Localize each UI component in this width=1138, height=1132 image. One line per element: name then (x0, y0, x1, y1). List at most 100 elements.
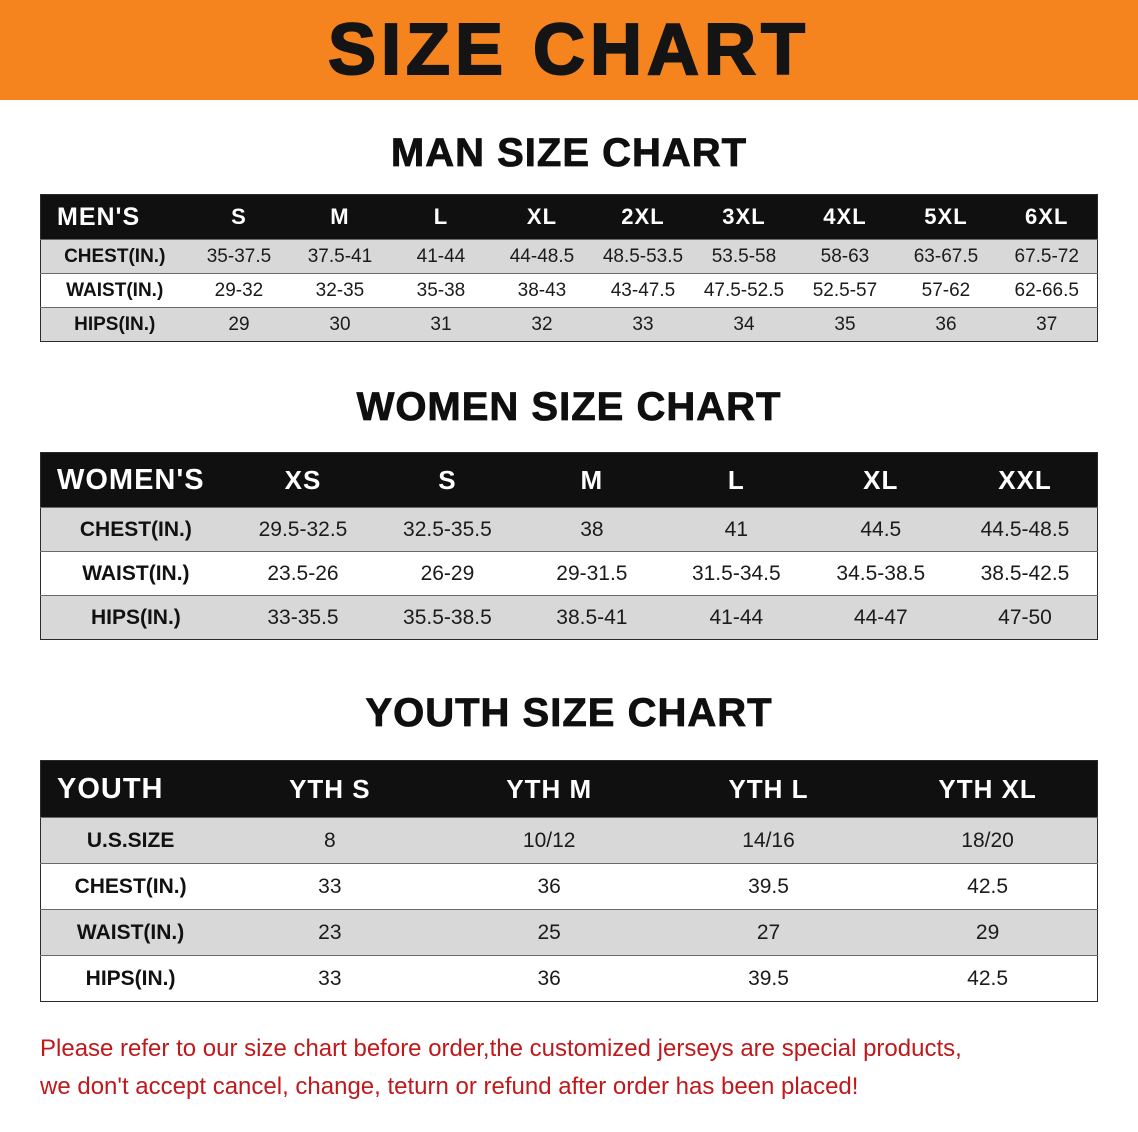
measurement-label: CHEST(IN.) (74, 874, 187, 898)
size-value: 57-62 (921, 279, 971, 301)
size-value: 18/20 (961, 828, 1014, 852)
size-value: 35-38 (416, 279, 466, 301)
size-value: 44-47 (853, 605, 908, 629)
size-value: 29 (975, 920, 1000, 944)
table-header-row: MEN'S S M L XL 2XL 3XL 4XL 5XL 6XL (40, 194, 1098, 240)
measurement-label: CHEST(IN.) (79, 517, 192, 541)
size-value: 32-35 (315, 279, 365, 301)
size-value: 23 (318, 920, 342, 944)
size-value: 38-43 (517, 279, 567, 301)
table-row: HIPS(IN.) 33-35.5 35.5-38.5 38.5-41 41-44 44-… (40, 595, 1098, 640)
size-value: 44.5 (860, 517, 902, 541)
size-value: 36 (935, 313, 957, 335)
size-value: 48.5-53.5 (602, 245, 684, 267)
size-value: 52.5-57 (812, 279, 878, 301)
size-value: 39.5 (748, 874, 789, 898)
size-value: 63-67.5 (913, 245, 979, 267)
size-value: 38 (580, 517, 604, 541)
size-value: 47-50 (998, 605, 1052, 629)
measurement-label: HIPS(IN.) (90, 605, 181, 629)
size-value: 35.5-38.5 (403, 605, 492, 629)
women-section-heading: WOMEN SIZE CHART (356, 385, 782, 430)
disclaimer-line-2: we don't accept cancel, change, teturn o… (40, 1073, 859, 1101)
size-value: 42.5 (967, 874, 1009, 898)
table-row: CHEST(IN.) 33 36 39.5 42.5 (40, 863, 1098, 910)
size-value: 39.5 (748, 966, 789, 990)
size-column-header: M (330, 204, 350, 229)
size-column-header: YTH S (289, 773, 371, 804)
size-value: 33-35.5 (267, 605, 339, 629)
size-column-header: L (727, 464, 745, 495)
size-value: 29.5-32.5 (258, 517, 348, 541)
banner-title: SIZE CHART (327, 10, 810, 90)
size-column-header: 5XL (924, 204, 968, 229)
measurement-label: WAIST(IN.) (76, 920, 185, 944)
size-column-header: XXL (998, 464, 1052, 495)
size-value: 10/12 (522, 828, 576, 852)
size-value: 23.5-26 (267, 561, 339, 585)
table-row: CHEST(IN.) 29.5-32.5 32.5-35.5 38 41 44.5 44.5… (40, 507, 1098, 552)
size-value: 34 (733, 313, 755, 335)
size-value: 25 (537, 920, 561, 944)
size-value: 44.5-48.5 (980, 517, 1070, 541)
size-value: 14/16 (742, 828, 795, 852)
size-value: 32 (531, 313, 553, 335)
size-value: 38.5-41 (556, 605, 628, 629)
size-column-header: 4XL (823, 204, 867, 229)
table-title-cell: YOUTH (57, 772, 164, 805)
table-row: WAIST(IN.) 23 25 27 29 (40, 909, 1098, 956)
size-value: 41-44 (709, 605, 764, 629)
women-size-section: WOMEN SIZE CHART WOMEN'S XS S M L XL XXL CHEST(… (0, 384, 1138, 640)
table-header-row: WOMEN'S XS S M L XL XXL (40, 452, 1098, 508)
table-row: U.S.SIZE 8 10/12 14/16 18/20 (40, 817, 1098, 864)
measurement-label: HIPS(IN.) (85, 966, 176, 990)
size-column-header: S (438, 464, 457, 495)
size-value: 33 (318, 874, 342, 898)
men-size-table: MEN'S S M L XL 2XL 3XL 4XL 5XL 6XL CHEST(IN.) 35-37… (40, 194, 1098, 342)
measurement-label: WAIST(IN.) (82, 561, 190, 585)
size-column-header: XL (526, 204, 558, 229)
size-value: 36 (537, 966, 561, 990)
size-value: 62-66.5 (1014, 279, 1079, 301)
size-value: 27 (756, 920, 781, 944)
men-size-section: MAN SIZE CHART MEN'S S M L XL 2XL 3XL 4XL 5XL 6XL… (0, 130, 1138, 342)
size-value: 32.5-35.5 (403, 517, 492, 541)
table-title-cell: WOMEN'S (57, 463, 205, 496)
size-column-header: XL (863, 464, 899, 495)
size-value: 29-32 (214, 279, 264, 301)
measurement-label: CHEST(IN.) (64, 245, 166, 267)
size-value: 31.5-34.5 (691, 561, 781, 585)
size-value: 30 (329, 313, 351, 335)
youth-section-heading: YOUTH SIZE CHART (365, 691, 773, 736)
size-value: 29-31.5 (556, 561, 628, 585)
men-section-heading: MAN SIZE CHART (390, 131, 748, 176)
size-value: 29 (228, 313, 250, 335)
table-row: HIPS(IN.) 33 36 39.5 42.5 (40, 955, 1098, 1002)
size-column-header: 3XL (722, 204, 766, 229)
size-value: 38.5-42.5 (980, 561, 1070, 585)
banner: SIZE CHART (0, 0, 1138, 100)
size-value: 42.5 (967, 966, 1009, 990)
size-column-header: YTH L (728, 773, 809, 804)
measurement-label: WAIST(IN.) (66, 279, 164, 301)
size-value: 35 (834, 313, 856, 335)
table-header-row: YOUTH YTH S YTH M YTH L YTH XL (40, 760, 1098, 818)
size-value: 41 (724, 517, 749, 541)
measurement-label: HIPS(IN.) (74, 313, 156, 335)
size-value: 58-63 (820, 245, 870, 267)
youth-size-table: YOUTH YTH S YTH M YTH L YTH XL U.S.SIZE 8 10/12… (40, 760, 1098, 1002)
size-column-header: 6XL (1025, 204, 1069, 229)
table-row: WAIST(IN.) 29-32 32-35 35-38 38-43 43-47.5 47.… (40, 273, 1098, 308)
size-value: 36 (537, 874, 561, 898)
size-value: 26-29 (420, 561, 475, 585)
size-value: 35-37.5 (206, 245, 272, 267)
size-value: 43-47.5 (610, 279, 676, 301)
size-value: 37.5-41 (307, 245, 373, 267)
size-column-header: XS (284, 464, 322, 495)
table-row: WAIST(IN.) 23.5-26 26-29 29-31.5 31.5-34.5 34… (40, 551, 1098, 596)
size-value: 33 (318, 966, 342, 990)
size-value: 44-48.5 (509, 245, 575, 267)
table-row: HIPS(IN.) 29 30 31 32 33 34 35 36 37 (40, 307, 1098, 342)
size-value: 67.5-72 (1014, 245, 1079, 267)
